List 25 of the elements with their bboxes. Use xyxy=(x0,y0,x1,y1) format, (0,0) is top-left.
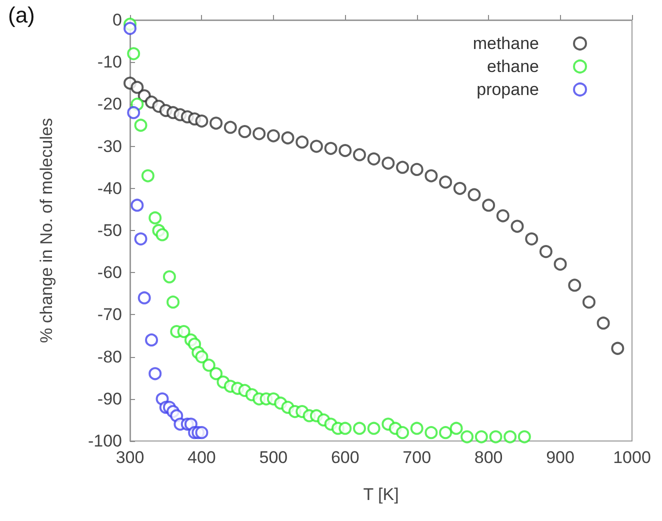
x-tick-label: 400 xyxy=(188,448,216,467)
x-tick-label: 1000 xyxy=(613,448,651,467)
y-tick-label: -70 xyxy=(97,305,122,324)
text: (a) xyxy=(8,2,35,28)
y-tick-label: -60 xyxy=(97,263,122,282)
x-tick-label: 800 xyxy=(474,448,503,467)
y-tick-label: -40 xyxy=(97,178,122,198)
y-tick-label: 0 xyxy=(112,10,122,30)
y-tick-label: -100 xyxy=(88,432,122,450)
x-tick-label: 500 xyxy=(259,448,288,467)
y-tick-label: -50 xyxy=(97,221,122,240)
legend-label: propane xyxy=(476,80,539,99)
y-tick-label: -30 xyxy=(97,136,122,156)
legend-label: methane xyxy=(472,34,539,53)
legend-label: ethane xyxy=(487,57,539,76)
x-axis-title: T [K] xyxy=(363,485,399,504)
y-tick-label: -20 xyxy=(97,94,122,114)
x-tick-label: 600 xyxy=(330,448,360,467)
x-tick-label: 900 xyxy=(546,448,574,467)
y-tick-label: -90 xyxy=(97,389,122,408)
y-tick-label: -80 xyxy=(97,347,122,366)
y-tick-label: -10 xyxy=(97,52,122,72)
x-tick-label: 300 xyxy=(116,448,144,467)
y-axis-title: % change in No. of molecules xyxy=(37,118,56,343)
x-tick-label: 700 xyxy=(402,448,432,467)
